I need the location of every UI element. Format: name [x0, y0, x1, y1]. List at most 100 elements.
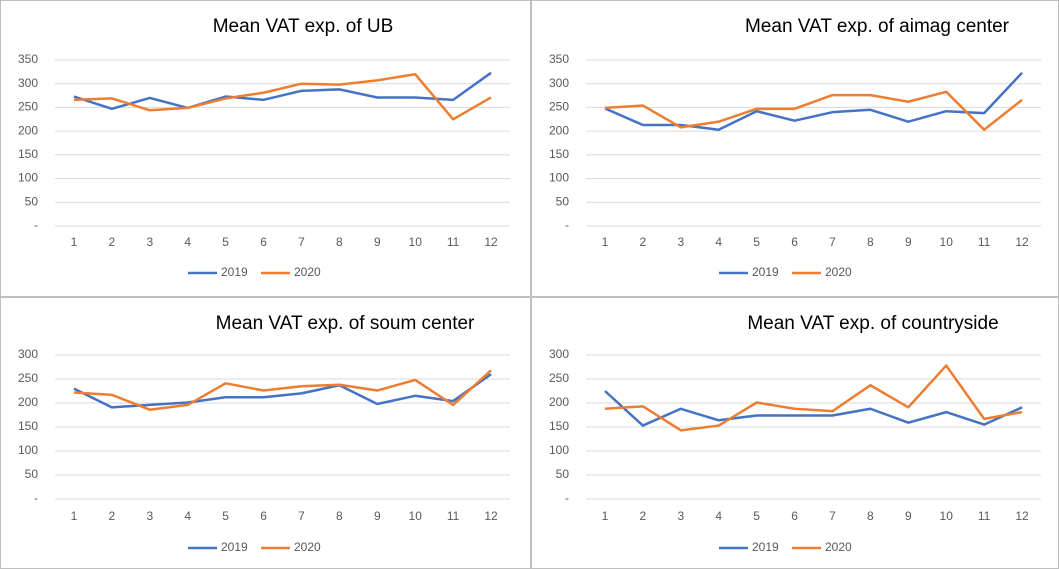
- x-tick-label: 11: [447, 235, 460, 249]
- x-tick-label: 9: [374, 509, 381, 523]
- y-tick-label: 150: [549, 147, 569, 161]
- y-tick-label: 100: [18, 443, 38, 457]
- x-tick-label: 3: [677, 509, 684, 523]
- x-tick-label: 10: [409, 235, 423, 249]
- x-tick-label: 4: [184, 509, 191, 523]
- legend-label: 2020: [294, 265, 321, 279]
- x-tick-label: 3: [146, 509, 153, 523]
- y-tick-label: 100: [549, 443, 569, 457]
- x-tick-label: 11: [978, 509, 991, 523]
- y-tick-label: -: [34, 218, 38, 232]
- panel-border: [0, 0, 531, 297]
- x-tick-label: 3: [146, 235, 153, 249]
- y-tick-label: -: [565, 491, 569, 505]
- x-tick-label: 7: [829, 509, 836, 523]
- x-tick-label: 1: [71, 235, 78, 249]
- x-tick-label: 2: [109, 235, 116, 249]
- y-tick-label: 300: [18, 347, 38, 361]
- x-tick-label: 11: [447, 509, 460, 523]
- y-tick-label: 150: [18, 147, 38, 161]
- x-tick-label: 9: [905, 509, 912, 523]
- y-tick-label: 250: [18, 100, 38, 114]
- x-tick-label: 5: [222, 509, 229, 523]
- legend-label: 2019: [752, 540, 779, 554]
- x-tick-label: 4: [715, 509, 722, 523]
- x-tick-label: 5: [753, 235, 760, 249]
- y-tick-label: 350: [18, 52, 38, 66]
- x-tick-label: 8: [867, 509, 874, 523]
- chart: Mean VAT exp. of UB - 50 100 150 200 250 300 350…: [18, 16, 510, 279]
- x-tick-label: 1: [602, 509, 609, 523]
- legend-label: 2019: [221, 265, 248, 279]
- x-tick-label: 10: [409, 509, 423, 523]
- y-tick-label: -: [34, 491, 38, 505]
- x-tick-label: 5: [753, 509, 760, 523]
- y-tick-label: 150: [549, 419, 569, 433]
- x-tick-label: 8: [867, 235, 874, 249]
- x-tick-label: 6: [260, 235, 267, 249]
- x-tick-label: 7: [298, 509, 305, 523]
- y-tick-label: 50: [556, 194, 570, 208]
- legend-label: 2019: [752, 265, 779, 279]
- x-tick-label: 2: [640, 235, 647, 249]
- x-tick-label: 8: [336, 509, 343, 523]
- x-tick-label: 8: [336, 235, 343, 249]
- chart: Mean VAT exp. of countryside - 50 100 150 200…: [549, 313, 1041, 554]
- y-tick-label: 150: [18, 419, 38, 433]
- x-tick-label: 1: [602, 235, 609, 249]
- series-line: [604, 364, 1023, 432]
- x-tick-label: 10: [940, 235, 954, 249]
- series-line: [73, 369, 492, 411]
- y-tick-label: 50: [25, 467, 39, 481]
- legend-label: 2019: [221, 540, 248, 554]
- x-tick-label: 12: [1015, 509, 1029, 523]
- y-tick-label: 100: [549, 171, 569, 185]
- x-tick-label: 2: [640, 509, 647, 523]
- x-tick-label: 12: [484, 509, 498, 523]
- chart-title: Mean VAT exp. of aimag center: [745, 16, 1010, 37]
- y-tick-label: 200: [18, 123, 38, 137]
- y-tick-label: 350: [549, 52, 569, 66]
- legend-label: 2020: [294, 540, 321, 554]
- x-tick-label: 9: [905, 235, 912, 249]
- chart-title: Mean VAT exp. of soum center: [216, 313, 475, 334]
- x-tick-label: 4: [184, 235, 191, 249]
- series-line: [73, 373, 492, 409]
- x-tick-label: 4: [715, 235, 722, 249]
- x-tick-label: 2: [109, 509, 116, 523]
- x-tick-label: 6: [791, 509, 798, 523]
- y-tick-label: 300: [549, 76, 569, 90]
- x-tick-label: 10: [940, 509, 954, 523]
- y-tick-label: 250: [18, 371, 38, 385]
- chart-title: Mean VAT exp. of UB: [213, 16, 394, 37]
- chart: Mean VAT exp. of soum center - 50 100 150 200…: [18, 313, 510, 554]
- x-tick-label: 9: [374, 235, 381, 249]
- y-tick-label: 300: [18, 76, 38, 90]
- x-tick-label: 12: [1015, 235, 1029, 249]
- x-tick-label: 6: [791, 235, 798, 249]
- y-tick-label: 300: [549, 347, 569, 361]
- legend-label: 2020: [825, 540, 852, 554]
- y-tick-label: 50: [25, 194, 39, 208]
- y-tick-label: 250: [549, 100, 569, 114]
- y-tick-label: 50: [556, 467, 570, 481]
- x-tick-label: 12: [484, 235, 498, 249]
- x-tick-label: 6: [260, 509, 267, 523]
- y-tick-label: 200: [549, 395, 569, 409]
- chart-title: Mean VAT exp. of countryside: [747, 313, 998, 334]
- x-tick-label: 11: [978, 235, 991, 249]
- y-tick-label: 250: [549, 371, 569, 385]
- y-tick-label: -: [565, 218, 569, 232]
- y-tick-label: 200: [549, 123, 569, 137]
- series-line: [73, 71, 492, 111]
- series-line: [604, 90, 1023, 131]
- x-tick-label: 7: [829, 235, 836, 249]
- x-tick-label: 1: [71, 509, 78, 523]
- x-tick-label: 5: [222, 235, 229, 249]
- series-line: [73, 72, 492, 121]
- y-tick-label: 100: [18, 171, 38, 185]
- y-tick-label: 200: [18, 395, 38, 409]
- x-tick-label: 3: [677, 235, 684, 249]
